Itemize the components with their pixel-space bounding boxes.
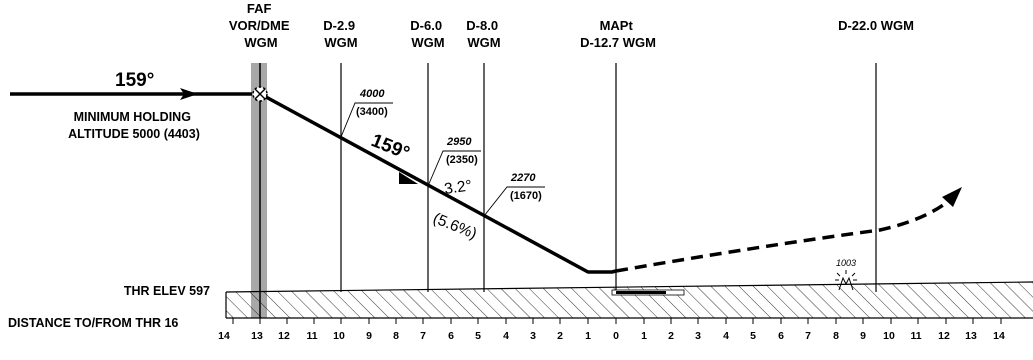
altitude-leader-d8-0 (483, 186, 545, 217)
d2-9-wgm-label: WGM (324, 35, 357, 50)
glide-angle-label: 3.2° (443, 177, 473, 198)
tick-label: 1 (585, 330, 591, 342)
inbound-course-label: 159° (115, 70, 154, 91)
tick-label: 4 (723, 330, 729, 342)
descent-arrow-icon (399, 172, 418, 184)
svg-text:4000 (3400): 4000 (3400) (356, 88, 388, 118)
height-d6-0: (2350) (446, 154, 478, 166)
faf-band (251, 63, 267, 318)
faf-wgm-label: WGM (244, 35, 277, 50)
d6-0-label: D-6.0 (410, 18, 442, 33)
tick-label: 3 (530, 330, 536, 342)
tick-label: 13 (251, 330, 263, 342)
svg-text:FAF VOR/DME WGM: FAF VOR/DME WGM (229, 1, 293, 50)
terrain (226, 282, 1033, 318)
distance-caption: DISTANCE TO/FROM THR 16 (8, 316, 178, 330)
altitude-d8-0: 2270 (510, 172, 536, 184)
svg-text:D-2.9 WGM: D-2.9 WGM (323, 18, 358, 50)
tick-label: 6 (778, 330, 784, 342)
tick-label: 14 (218, 330, 230, 342)
tick-label: 10 (883, 330, 895, 342)
tick-label: 2 (557, 330, 563, 342)
altitude-d6-0: 2950 (446, 136, 472, 148)
svg-text:MAPt D-12.7 WGM: MAPt D-12.7 WGM (580, 18, 656, 50)
tick-label: 4 (503, 330, 509, 342)
inbound-arrow-icon (180, 88, 198, 100)
height-d2-9: (3400) (356, 106, 388, 118)
tick-label: 10 (333, 330, 345, 342)
svg-text:2270 (1670): 2270 (1670) (510, 172, 542, 202)
runway-touchdown (616, 291, 666, 294)
tick-label: 8 (393, 330, 399, 342)
glide-gradient-label: (5.6%) (431, 210, 480, 243)
tick-label: 13 (965, 330, 977, 342)
distance-scale (232, 318, 1002, 324)
tick-label: 12 (938, 330, 950, 342)
descent-course-label: 159° (368, 130, 412, 164)
tick-label: 11 (306, 330, 317, 342)
height-d8-0: (1670) (510, 190, 542, 202)
lighted-obstacle-icon (835, 270, 857, 291)
tick-label: 6 (448, 330, 454, 342)
obstacle-elevation-label: 1003 (836, 258, 856, 268)
tick-label: 2 (668, 330, 674, 342)
altitude-leader-d2-9 (340, 102, 393, 138)
svg-text:D-8.0 WGM: D-8.0 WGM (466, 18, 501, 50)
tick-label: 7 (805, 330, 811, 342)
d8-0-label: D-8.0 (466, 18, 498, 33)
tick-label: 5 (475, 330, 481, 342)
mapt-distance-label: D-12.7 WGM (580, 35, 656, 50)
tick-label: 12 (278, 330, 290, 342)
faf-label: FAF (247, 1, 272, 16)
d2-9-label: D-2.9 (323, 18, 355, 33)
tick-label: 9 (366, 330, 372, 342)
svg-text:2950 (2350): 2950 (2350) (446, 136, 478, 166)
tick-label: 8 (833, 330, 839, 342)
descent-path (265, 95, 617, 274)
altitude-leader-d6-0 (427, 150, 481, 187)
svg-text:D-22.0 WGM: D-22.0 WGM (838, 18, 914, 33)
altitude-d2-9: 4000 (359, 88, 385, 100)
missed-approach-path (615, 198, 952, 273)
tick-label: 1 (641, 330, 647, 342)
tick-label: 0 (613, 330, 619, 342)
holding-altitude-line2: ALTITUDE 5000 (4403) (68, 127, 200, 141)
mapt-label: MAPt (600, 18, 634, 33)
missed-approach-arrow-icon (942, 187, 962, 207)
ground-top-line (225, 281, 1033, 293)
holding-altitude-line1: MINIMUM HOLDING (74, 110, 191, 124)
d8-0-wgm-label: WGM (467, 35, 500, 50)
tick-label: 9 (860, 330, 866, 342)
tick-label: 14 (993, 330, 1005, 342)
tick-label: 3 (695, 330, 701, 342)
tick-label: 7 (420, 330, 426, 342)
threshold-elevation-label: THR ELEV 597 (124, 284, 210, 298)
d22-0-label: D-22.0 WGM (838, 18, 914, 33)
tick-label: 5 (750, 330, 756, 342)
faf-maltese-cross-icon (252, 86, 268, 102)
svg-text:MINIMUM HOLDING ALTITUDE 5: MINIMUM HOLDING ALTITUDE 5000 (4403) (68, 110, 200, 141)
d6-0-wgm-label: WGM (411, 35, 444, 50)
faf-vordme-label: VOR/DME (229, 18, 290, 33)
svg-text:D-6.0 WGM: D-6.0 WGM (410, 18, 445, 50)
tick-label: 11 (910, 330, 921, 342)
